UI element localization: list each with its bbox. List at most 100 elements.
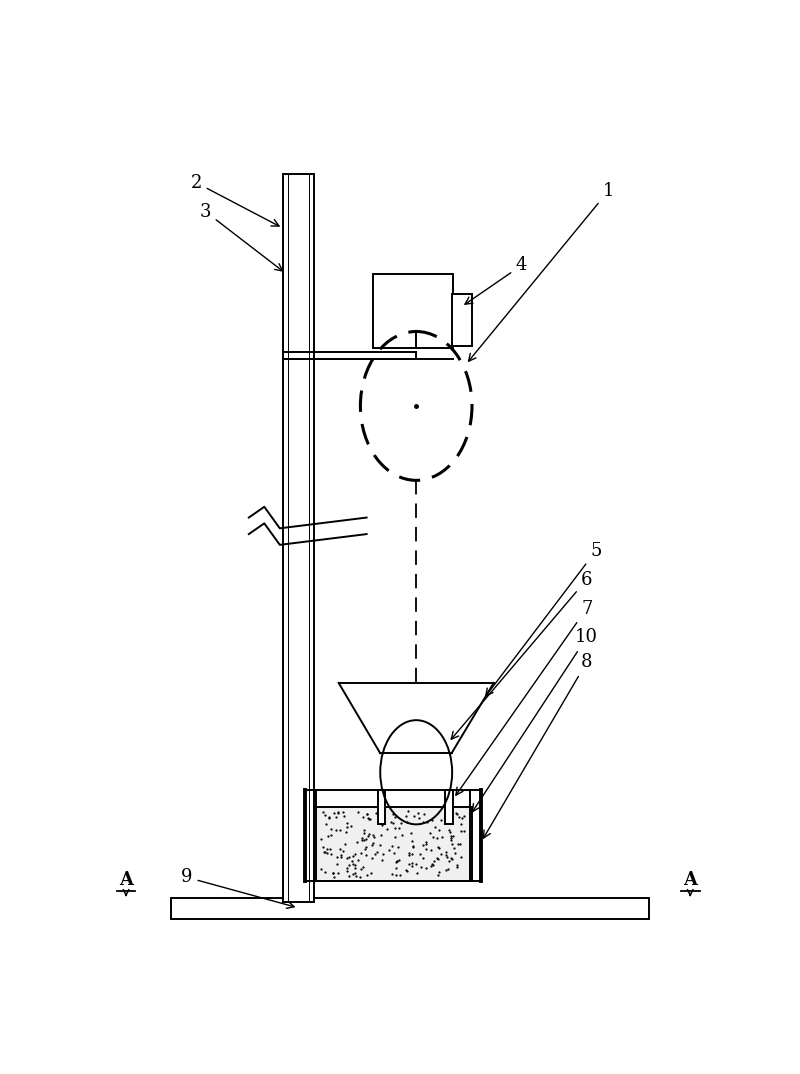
Point — [339, 824, 352, 841]
Point — [448, 840, 461, 857]
Point — [331, 865, 344, 882]
Point — [454, 836, 466, 853]
Point — [390, 867, 402, 884]
Text: 1: 1 — [469, 182, 614, 361]
Bar — [378, 790, 386, 824]
Point — [366, 848, 378, 866]
Point — [393, 852, 406, 869]
Bar — [373, 274, 454, 348]
Point — [345, 817, 358, 834]
Point — [356, 809, 369, 826]
Text: 10: 10 — [473, 628, 598, 812]
Point — [413, 809, 426, 826]
Point — [337, 803, 350, 821]
Point — [443, 822, 456, 839]
Point — [327, 865, 340, 882]
Point — [424, 824, 437, 841]
Point — [394, 867, 406, 884]
Point — [322, 827, 334, 844]
Point — [444, 850, 457, 867]
Point — [400, 861, 413, 879]
Point — [449, 804, 462, 822]
Point — [334, 822, 346, 839]
Point — [392, 839, 405, 856]
Point — [444, 824, 457, 841]
Point — [318, 863, 331, 881]
Point — [444, 813, 457, 830]
Point — [425, 841, 438, 858]
Point — [410, 863, 423, 881]
Point — [362, 827, 374, 844]
Point — [358, 824, 371, 841]
Point — [408, 808, 421, 825]
Point — [358, 831, 370, 848]
Text: 5: 5 — [486, 541, 602, 696]
Point — [412, 804, 425, 822]
Bar — [451, 294, 472, 346]
Point — [406, 832, 419, 850]
Point — [450, 859, 463, 876]
Point — [446, 851, 458, 868]
Point — [378, 814, 390, 831]
Point — [443, 853, 456, 870]
Point — [347, 866, 360, 883]
Point — [388, 845, 401, 862]
Point — [458, 822, 470, 839]
Point — [337, 808, 350, 825]
Point — [331, 804, 344, 822]
Point — [367, 828, 380, 845]
Point — [445, 831, 458, 848]
Point — [351, 803, 364, 821]
Point — [318, 806, 331, 823]
Point — [433, 839, 446, 856]
Point — [406, 858, 418, 875]
Point — [426, 856, 439, 873]
Point — [380, 821, 393, 838]
Point — [323, 841, 336, 858]
Point — [426, 855, 439, 872]
Text: A: A — [683, 871, 698, 889]
Point — [414, 845, 426, 862]
Point — [358, 822, 371, 839]
Point — [325, 826, 338, 843]
Point — [386, 866, 398, 883]
Point — [405, 825, 418, 842]
Point — [354, 860, 367, 877]
Point — [361, 866, 374, 883]
Point — [361, 809, 374, 826]
Point — [450, 856, 463, 873]
Point — [338, 836, 351, 853]
Point — [335, 846, 348, 863]
Bar — [446, 790, 454, 824]
Point — [334, 848, 347, 866]
Point — [341, 814, 354, 831]
Point — [419, 859, 432, 876]
Point — [325, 821, 338, 838]
Point — [342, 867, 355, 884]
Text: 8: 8 — [483, 653, 593, 838]
Point — [325, 845, 338, 862]
Point — [452, 808, 465, 825]
Point — [330, 848, 343, 866]
Point — [406, 845, 418, 862]
Point — [418, 806, 430, 823]
Point — [341, 862, 354, 880]
Point — [342, 848, 355, 866]
Point — [417, 837, 430, 854]
Point — [361, 806, 374, 823]
Point — [360, 846, 373, 863]
Point — [342, 856, 355, 873]
Point — [370, 843, 383, 860]
Point — [331, 803, 344, 821]
Point — [406, 839, 419, 856]
Point — [414, 858, 427, 875]
Point — [354, 868, 366, 885]
Point — [346, 853, 359, 870]
Point — [425, 857, 438, 874]
Bar — [283, 174, 314, 902]
Point — [314, 830, 327, 847]
Point — [354, 844, 367, 861]
Text: A: A — [119, 871, 133, 889]
Point — [451, 806, 464, 823]
Point — [319, 843, 332, 860]
